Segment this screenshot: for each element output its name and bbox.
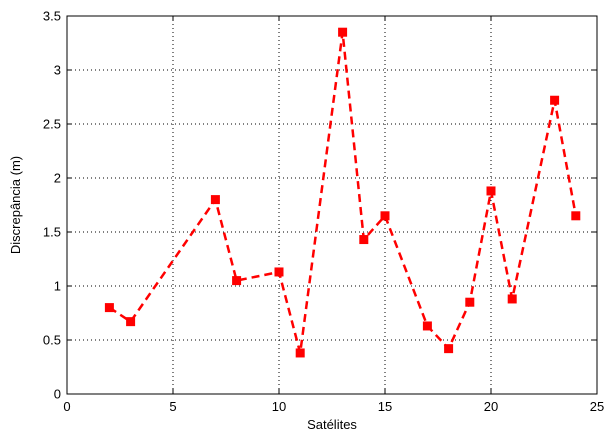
y-tick-label: 1.5	[43, 225, 61, 240]
x-tick-label: 5	[169, 399, 176, 414]
data-point-marker	[232, 276, 242, 286]
axis-ticks: 0 5 10 15 20 25 0 0.5 1 1.5 2 2.5 3 3.5	[43, 9, 604, 415]
y-tick-label: 0.5	[43, 333, 61, 348]
y-tick-label: 3.5	[43, 9, 61, 24]
x-tick-label: 20	[484, 399, 498, 414]
data-point-marker	[274, 267, 284, 277]
data-point-marker	[444, 344, 454, 354]
data-point-marker	[104, 303, 114, 313]
series-group	[104, 27, 581, 358]
y-tick-label: 1	[54, 279, 61, 294]
x-tick-label: 15	[378, 399, 392, 414]
data-point-marker	[359, 235, 369, 245]
data-point-marker	[486, 186, 496, 196]
y-tick-label: 2	[54, 171, 61, 186]
data-point-marker	[295, 348, 305, 358]
x-axis-label: Satélites	[307, 417, 357, 432]
plot-frame	[66, 15, 598, 395]
plot-area	[67, 16, 597, 394]
x-tick-label: 10	[272, 399, 286, 414]
series-line	[108, 32, 578, 354]
data-point-marker	[380, 211, 390, 221]
y-tick-label: 2.5	[43, 117, 61, 132]
data-point-marker	[338, 27, 348, 37]
data-point-marker	[422, 321, 432, 331]
x-tick-label: 25	[590, 399, 604, 414]
data-point-marker	[571, 211, 581, 221]
data-point-marker	[210, 195, 220, 205]
data-point-marker	[550, 95, 560, 105]
data-point-marker	[465, 297, 475, 307]
x-tick-label: 0	[63, 399, 70, 414]
data-point-marker	[507, 294, 517, 304]
y-tick-label: 0	[54, 387, 61, 402]
y-tick-label: 3	[54, 63, 61, 78]
y-axis-label: Discrepância (m)	[8, 156, 23, 254]
data-point-marker	[126, 317, 136, 327]
